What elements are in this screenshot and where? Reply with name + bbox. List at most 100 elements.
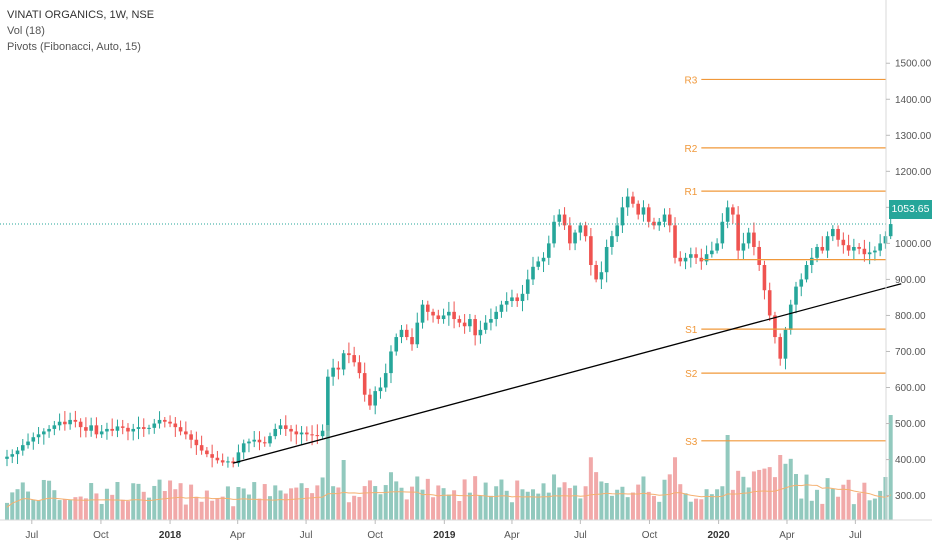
volume-bar [131,483,136,520]
candle-body [504,301,509,305]
volume-bar [373,486,378,520]
volume-bar [262,484,267,520]
candle-body [799,279,804,287]
volume-bar [110,494,115,520]
volume-bar [836,496,841,520]
candle-body [31,437,36,442]
candle-body [252,439,257,442]
candle-body [268,436,272,444]
candle-body [557,214,562,222]
trendline[interactable] [233,283,902,464]
time-tick-label: 2019 [433,530,456,541]
candle-body [883,236,888,244]
volume-bar [730,489,735,520]
candle-body [257,439,262,443]
candle-body [357,362,362,374]
candle-body [462,322,467,327]
pivot-label: R2 [685,144,698,155]
volume-bar [394,481,399,520]
volume-bar [578,498,583,520]
volume-bar [336,487,341,520]
time-tick-label: Apr [779,530,795,541]
candle-body [594,265,598,280]
volume-bar [583,486,588,520]
pivot-label: R1 [685,187,698,198]
candle-body [152,423,157,428]
volume-bar [173,489,178,520]
volume-bar [641,476,646,520]
volume-bar [362,486,367,520]
time-tick-label: Oct [93,530,109,541]
candle-body [426,304,430,312]
candle-body [636,203,640,215]
candle-body [120,426,125,428]
volume-bar [841,484,846,520]
candle-body [205,450,209,455]
volume-bar [325,425,330,520]
volume-bar [888,415,893,520]
volume-bar [294,487,299,520]
volume-bar [10,492,15,520]
candle-body [289,428,293,432]
volume-bar [741,476,746,520]
candle-body [804,265,809,280]
candle-body [831,228,835,237]
candle-body [468,319,472,327]
volume-bar [268,496,272,520]
symbol-title[interactable]: VINATI ORGANICS, 1W, NSE [7,9,155,21]
volume-bar [241,488,246,520]
price-tick-label: 400.00 [895,455,926,466]
candle-body [589,236,593,265]
candle-body [531,266,535,280]
volume-bar [746,487,751,520]
volume-bar [820,503,825,520]
volume-bar [415,476,420,520]
candle-body [194,439,199,446]
candle-body [725,207,730,222]
volume-bar [862,482,867,520]
price-tick-label: 1200.00 [895,167,932,178]
candle-body [809,257,814,265]
candle-body [720,221,725,244]
candle-body [788,304,793,330]
candle-body [210,454,214,458]
time-tick-label: Jul [25,530,38,541]
pivots-indicator-label[interactable]: Pivots (Fibonacci, Auto, 15) [7,41,141,53]
candle-body [778,337,783,359]
candle-body [220,460,225,463]
candle-body [73,419,78,422]
volume-bar [825,478,830,520]
volume-bar [499,479,504,520]
volume-bar [736,470,741,520]
candle-body [26,441,30,446]
candle-body [615,225,619,237]
candle-body [841,239,846,246]
volume-bar [531,489,535,520]
candle-body [84,427,88,431]
volume-bar [878,490,883,520]
volume-indicator-label[interactable]: Vol (18) [7,25,45,37]
candle-body [441,315,446,320]
price-tick-label: 1300.00 [895,131,932,142]
volume-bar [257,498,262,520]
volume-bar [688,501,693,520]
volume-bar [488,495,493,520]
candle-body [373,391,377,406]
volume-bar [225,486,230,520]
volume-bar [215,498,220,520]
volume-bar [383,485,388,520]
volume-bar [715,489,720,520]
volume-bar [772,477,777,520]
volume-bar [657,501,662,520]
pivot-label: R3 [685,75,698,86]
volume-bar [147,497,152,520]
volume-bar [799,498,804,520]
volume-bar [783,463,788,520]
pivot-label: S3 [685,437,698,448]
candle-body [78,421,83,428]
volume-bar [204,490,209,520]
candle-body [546,243,551,258]
volume-bar [457,501,462,520]
candle-body [362,373,367,395]
